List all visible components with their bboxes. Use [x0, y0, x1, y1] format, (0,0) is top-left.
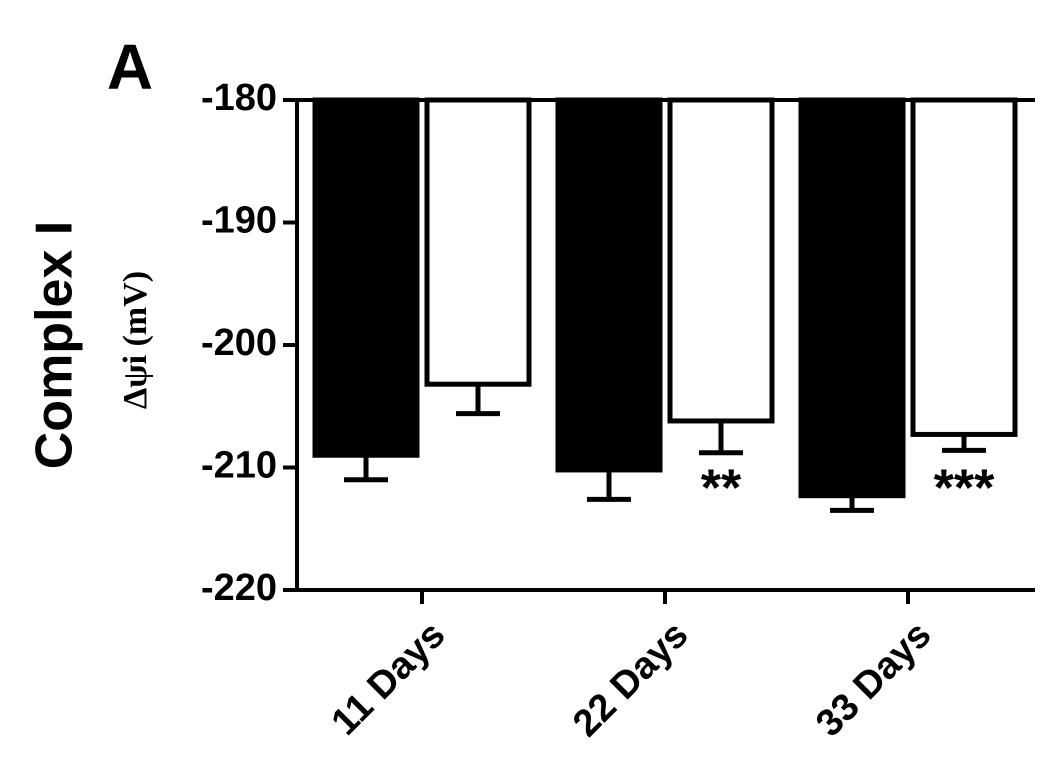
bar: [312, 97, 420, 458]
y-tick-label: -220: [201, 567, 277, 609]
bar: [798, 97, 906, 499]
error-bar: [699, 420, 743, 456]
bar: [667, 97, 775, 424]
bar: [910, 97, 1018, 437]
error-bar: [830, 495, 874, 513]
error-bar: [587, 469, 631, 502]
y-tick-label: -210: [201, 445, 277, 487]
y-axis-label: Δψi (mV): [117, 271, 154, 409]
significance-label: **: [701, 460, 742, 518]
error-bar: [942, 434, 986, 453]
x-tick-label: 33 Days: [808, 614, 939, 745]
x-tick-label: 22 Days: [565, 614, 696, 745]
bar: [424, 97, 532, 387]
error-bar: [344, 455, 388, 483]
y-tick-label: -180: [201, 77, 277, 119]
bar: [555, 97, 663, 473]
panel-label: A: [107, 31, 153, 103]
significance-label: ***: [934, 460, 995, 518]
x-tick-label: 11 Days: [324, 614, 454, 744]
error-bar: [456, 384, 500, 417]
y-tick-label: -190: [201, 200, 277, 242]
y-tick-label: -200: [201, 322, 277, 364]
chart-title: Complex I: [26, 221, 84, 470]
